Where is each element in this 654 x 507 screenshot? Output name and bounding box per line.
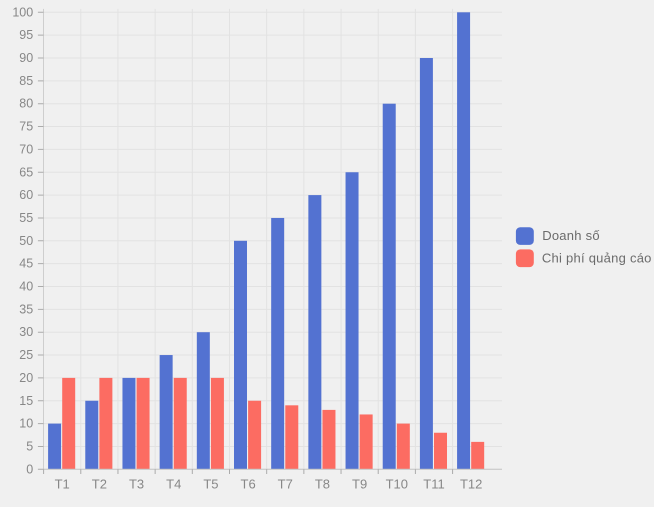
svg-text:55: 55 — [19, 211, 33, 225]
svg-text:35: 35 — [19, 302, 33, 316]
svg-text:T6: T6 — [241, 476, 256, 491]
svg-text:5: 5 — [26, 439, 33, 453]
svg-text:75: 75 — [19, 120, 33, 134]
svg-text:95: 95 — [19, 28, 33, 42]
svg-text:T5: T5 — [203, 476, 218, 491]
svg-text:T12: T12 — [460, 476, 482, 491]
svg-text:80: 80 — [19, 97, 33, 111]
svg-text:T2: T2 — [92, 476, 107, 491]
svg-text:T3: T3 — [129, 476, 144, 491]
svg-text:T8: T8 — [315, 476, 330, 491]
svg-text:65: 65 — [19, 165, 33, 179]
svg-text:T9: T9 — [352, 476, 367, 491]
svg-text:15: 15 — [19, 394, 33, 408]
svg-text:Chi phí quảng cáo: Chi phí quảng cáo — [542, 250, 652, 265]
svg-text:40: 40 — [19, 280, 33, 294]
svg-text:T1: T1 — [55, 476, 70, 491]
svg-text:Doanh số: Doanh số — [542, 228, 600, 243]
svg-text:T11: T11 — [423, 476, 444, 491]
svg-text:10: 10 — [19, 417, 33, 431]
svg-text:30: 30 — [19, 325, 33, 339]
svg-text:T10: T10 — [386, 476, 408, 491]
svg-text:70: 70 — [19, 142, 33, 156]
svg-text:90: 90 — [19, 51, 33, 65]
svg-text:25: 25 — [19, 348, 33, 362]
svg-text:T4: T4 — [166, 476, 181, 491]
svg-text:T7: T7 — [278, 476, 293, 491]
svg-text:45: 45 — [19, 257, 33, 271]
svg-text:60: 60 — [19, 188, 33, 202]
svg-text:20: 20 — [19, 371, 33, 385]
svg-text:0: 0 — [26, 462, 33, 476]
svg-text:85: 85 — [19, 74, 33, 88]
svg-text:100: 100 — [12, 5, 33, 19]
svg-text:50: 50 — [19, 234, 33, 248]
